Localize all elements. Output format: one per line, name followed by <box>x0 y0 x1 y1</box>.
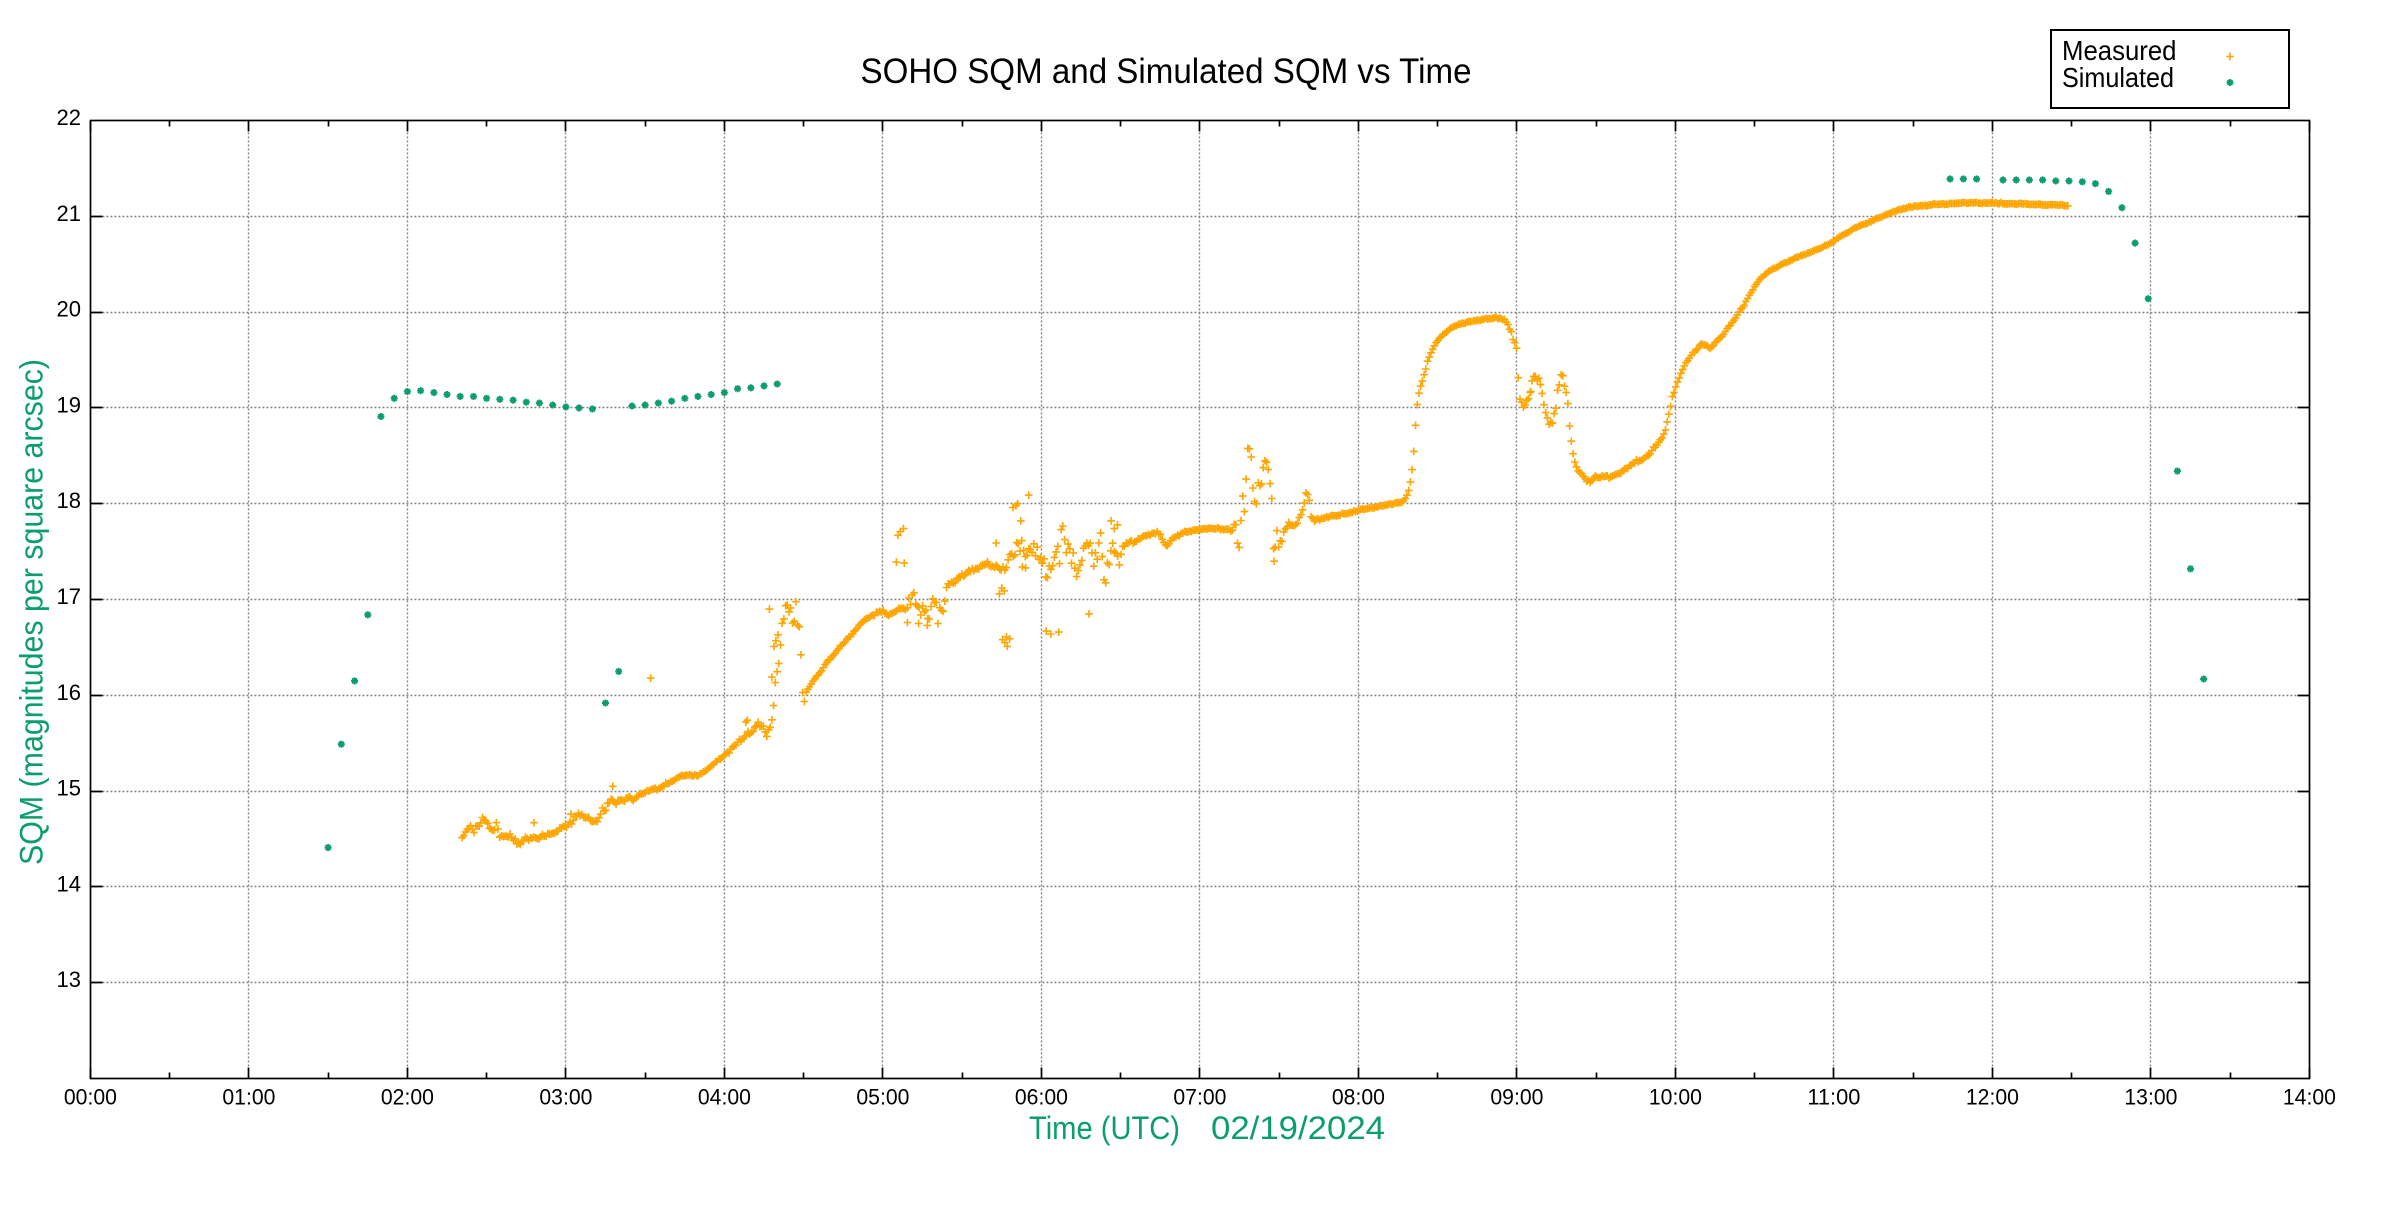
svg-text:01:00: 01:00 <box>222 1085 275 1110</box>
svg-text:10:00: 10:00 <box>1649 1085 1702 1110</box>
svg-text:13: 13 <box>57 967 81 992</box>
svg-text:02:00: 02:00 <box>381 1085 434 1110</box>
svg-text:04:00: 04:00 <box>698 1085 751 1110</box>
svg-text:18: 18 <box>57 488 81 513</box>
svg-text:22: 22 <box>57 105 81 130</box>
svg-text:14:00: 14:00 <box>2283 1085 2336 1110</box>
svg-text:03:00: 03:00 <box>539 1085 592 1110</box>
svg-text:11:00: 11:00 <box>1807 1085 1860 1110</box>
svg-text:21: 21 <box>57 201 81 226</box>
svg-text:SOHO SQM and Simulated SQM vs: SOHO SQM and Simulated SQM vs Time <box>861 52 1472 91</box>
svg-text:12:00: 12:00 <box>1966 1085 2019 1110</box>
svg-text:15: 15 <box>57 776 81 801</box>
svg-text:07:00: 07:00 <box>1173 1085 1226 1110</box>
svg-text:16: 16 <box>57 680 81 705</box>
svg-text:08:00: 08:00 <box>1332 1085 1385 1110</box>
svg-text:14: 14 <box>57 871 81 896</box>
svg-text:Simulated: Simulated <box>2062 62 2174 93</box>
svg-text:09:00: 09:00 <box>1490 1085 1543 1110</box>
svg-text:Time (UTC): Time (UTC) <box>1029 1110 1180 1146</box>
svg-text:19: 19 <box>57 392 81 417</box>
svg-text:17: 17 <box>57 584 81 609</box>
svg-text:02/19/2024: 02/19/2024 <box>1211 1110 1385 1146</box>
svg-text:06:00: 06:00 <box>1015 1085 1068 1110</box>
svg-text:Measured: Measured <box>2062 35 2177 66</box>
svg-text:20: 20 <box>57 297 81 322</box>
svg-text:13:00: 13:00 <box>2124 1085 2177 1110</box>
svg-text:SQM (magnitudes per square arc: SQM (magnitudes per square arcsec) <box>14 359 50 865</box>
svg-text:00:00: 00:00 <box>64 1085 117 1110</box>
svg-text:05:00: 05:00 <box>856 1085 909 1110</box>
